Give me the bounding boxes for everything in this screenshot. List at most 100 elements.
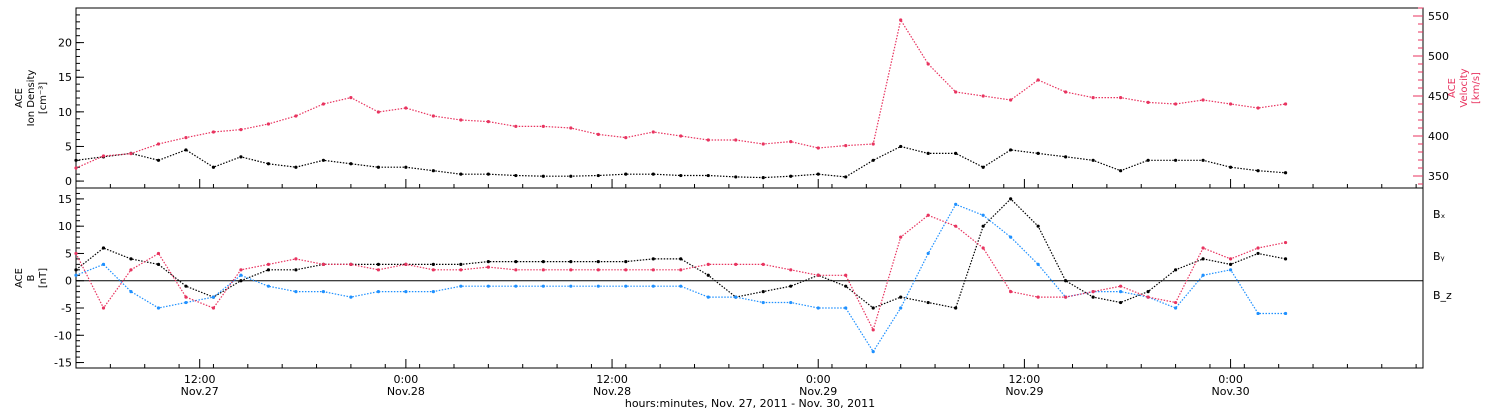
density-point bbox=[349, 162, 353, 166]
by-point bbox=[101, 262, 106, 266]
bx-point bbox=[184, 284, 188, 288]
bx-point bbox=[569, 260, 573, 264]
bz-point bbox=[1201, 246, 1205, 250]
density-point bbox=[1228, 165, 1233, 169]
density-point bbox=[569, 174, 573, 178]
bx-point bbox=[239, 279, 243, 283]
by-point bbox=[486, 284, 490, 288]
density-point bbox=[1064, 155, 1068, 159]
velocity-point bbox=[844, 144, 848, 148]
y-tick-label: -10 bbox=[54, 329, 72, 342]
bx-point bbox=[899, 295, 903, 299]
by-point bbox=[239, 273, 243, 277]
by-point bbox=[734, 295, 738, 299]
bx-point bbox=[1201, 257, 1205, 261]
right-y-axis-label: Velocity bbox=[1459, 68, 1470, 107]
velocity-point bbox=[321, 102, 326, 106]
bx-point bbox=[1256, 251, 1260, 256]
right-y-tick-label: 400 bbox=[1428, 130, 1449, 143]
bz-point bbox=[844, 273, 848, 277]
velocity-point bbox=[101, 154, 106, 158]
density-point bbox=[486, 172, 490, 176]
velocity-point bbox=[789, 140, 793, 144]
bz-point bbox=[1173, 300, 1178, 305]
bz-point bbox=[349, 262, 353, 266]
velocity-point bbox=[514, 124, 518, 128]
velocity-point bbox=[981, 94, 985, 98]
legend-entry: Bₓ bbox=[1433, 208, 1446, 221]
y-tick-label: 5 bbox=[65, 140, 72, 153]
bx-point bbox=[156, 262, 161, 266]
bz-point bbox=[624, 268, 628, 272]
by-point bbox=[514, 284, 518, 288]
bx-point bbox=[844, 284, 848, 288]
bz-point bbox=[651, 268, 655, 272]
bz-point bbox=[899, 235, 903, 239]
bx-point bbox=[871, 306, 875, 310]
velocity-point bbox=[1283, 102, 1288, 106]
velocity-point bbox=[156, 142, 161, 146]
x-tick-time: 12:00 bbox=[1009, 373, 1041, 386]
velocity-point bbox=[294, 114, 298, 118]
by-point bbox=[844, 306, 848, 310]
y-tick-label: 10 bbox=[58, 220, 72, 233]
right-y-axis-label: ACE bbox=[1447, 78, 1458, 98]
velocity-point bbox=[1201, 98, 1205, 102]
velocity-point bbox=[1146, 100, 1150, 104]
density-point bbox=[376, 165, 380, 169]
bx-point bbox=[706, 273, 710, 277]
y-tick-label: -5 bbox=[61, 302, 72, 315]
x-tick-date: Nov.29 bbox=[799, 385, 837, 398]
bz-point bbox=[1091, 290, 1095, 294]
density-point bbox=[981, 165, 985, 169]
velocity-point bbox=[1119, 96, 1123, 100]
bz-point bbox=[211, 306, 216, 310]
velocity-point bbox=[734, 138, 738, 142]
y-axis-label: Ion Density bbox=[26, 70, 37, 127]
density-point bbox=[789, 174, 793, 178]
density-point bbox=[1201, 158, 1205, 162]
bz-point bbox=[1009, 290, 1013, 294]
by-point bbox=[404, 290, 408, 294]
velocity-point bbox=[211, 130, 216, 134]
velocity-point bbox=[376, 110, 380, 114]
bz-point bbox=[74, 251, 78, 256]
bx-point bbox=[1119, 300, 1123, 305]
bx-point bbox=[926, 300, 930, 305]
bx-point bbox=[1064, 279, 1068, 283]
bx-point bbox=[101, 246, 106, 250]
bx-point bbox=[514, 260, 518, 264]
by-point bbox=[789, 300, 793, 305]
y-tick-label: 15 bbox=[58, 193, 72, 206]
bx-point bbox=[624, 260, 628, 264]
bx-point bbox=[761, 290, 765, 294]
bz-point bbox=[1283, 240, 1288, 245]
by-point bbox=[184, 300, 188, 305]
by-point bbox=[129, 290, 133, 294]
velocity-trace bbox=[75, 18, 1286, 169]
bz-point bbox=[486, 265, 490, 269]
legend-entry: B_z bbox=[1433, 289, 1452, 302]
bx-point bbox=[541, 260, 545, 264]
velocity-point bbox=[1173, 102, 1178, 106]
bx-point bbox=[376, 262, 380, 266]
bz-point bbox=[1256, 246, 1260, 250]
by-point bbox=[211, 295, 216, 299]
density-point bbox=[761, 176, 765, 180]
x-tick-time: 0:00 bbox=[394, 373, 419, 386]
velocity-point bbox=[266, 122, 271, 126]
bx-point bbox=[679, 257, 683, 261]
y-tick-label: 15 bbox=[58, 71, 72, 84]
y-tick-label: 20 bbox=[58, 37, 72, 50]
bx-point bbox=[1283, 257, 1288, 261]
density-point bbox=[1146, 158, 1150, 162]
by-point bbox=[651, 284, 655, 288]
velocity-point bbox=[486, 120, 490, 124]
bz-point bbox=[239, 268, 243, 272]
velocity-point bbox=[1091, 96, 1095, 100]
by-point bbox=[459, 284, 463, 288]
velocity-point bbox=[624, 136, 628, 140]
by-point bbox=[1119, 290, 1123, 294]
bz-point bbox=[431, 268, 435, 272]
bx-point bbox=[651, 257, 655, 261]
